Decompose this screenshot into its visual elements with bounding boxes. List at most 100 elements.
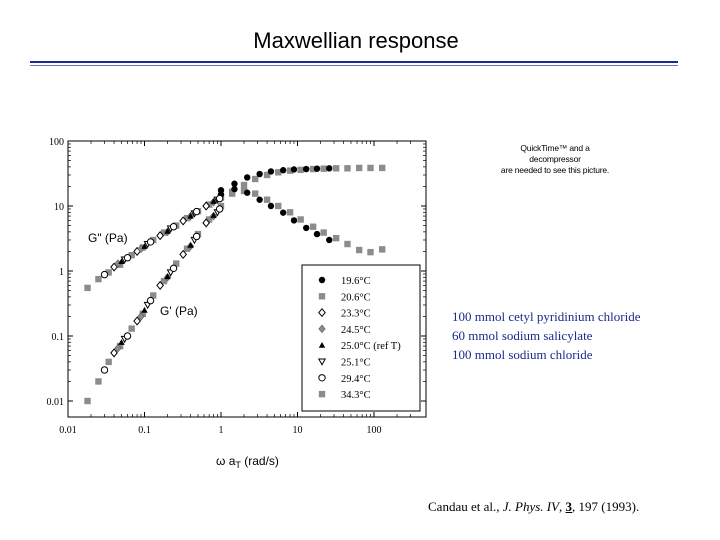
gp-data-point (215, 205, 224, 213)
axes: 0.01 0.1 1 10 100 100 10 1 0.1 0.01 (47, 137, 426, 436)
y-tick-label: 100 (49, 137, 64, 148)
x-tick-label: 0.01 (59, 425, 77, 436)
gp-data-point (84, 397, 91, 405)
quicktime-line-3: are needed to see this picture. (500, 165, 610, 175)
x-axis-label-text: ω aT (rad/s) (216, 454, 279, 470)
y-tick-label: 10 (54, 202, 64, 213)
gpp-data-point (205, 201, 213, 208)
gp-data-point (116, 342, 124, 350)
gp-data-point (210, 212, 217, 218)
gpp-data-point (202, 201, 211, 211)
x-tick-label: 100 (367, 425, 382, 436)
gpp-data-point (275, 202, 282, 210)
gpp-data-point (156, 231, 164, 241)
legend-label: 25.0°C (ref T) (341, 341, 401, 352)
legend-marker (318, 308, 326, 318)
gp-data-point (275, 169, 282, 176)
gpp-data-point (84, 284, 91, 292)
gp-data-point (303, 165, 310, 173)
composition-text: 100 mmol cetyl pyridinium chloride 60 mm… (452, 307, 640, 364)
gp-data-point (326, 165, 333, 172)
legend-label: 34.3°C (341, 390, 371, 401)
gpp-data-point (110, 262, 118, 272)
x-tick-label: 10 (293, 425, 303, 436)
gpp-data-point (252, 190, 259, 197)
legend-marker (318, 293, 326, 300)
gpp-data-point (290, 217, 298, 224)
gp-data-point (205, 216, 213, 223)
composition-line-3: 100 mmol sodium chloride (452, 347, 593, 362)
composition-line-2: 60 mmol sodium salicylate (452, 328, 593, 343)
gp-data-point (173, 260, 180, 267)
gpp-data-point (303, 224, 310, 232)
gpp-data-point (320, 229, 327, 236)
gp-data-point (202, 218, 211, 228)
slide-title: Maxwellian response (253, 28, 459, 53)
legend-label: 24.5°C (341, 325, 371, 336)
gpp-data-point (286, 209, 294, 216)
gpp-data-point (313, 230, 321, 238)
gpp-data-point (309, 223, 317, 230)
legend-marker (317, 358, 327, 366)
title-underline-thin (30, 65, 678, 66)
gp-data-point (332, 165, 340, 172)
y-tick-label: 1 (59, 267, 64, 278)
gp-data-point (123, 332, 132, 340)
gp-data-point (263, 171, 271, 179)
gp-data-point (118, 339, 125, 345)
gpp-data-point (326, 236, 333, 244)
gp-data-point (183, 245, 191, 252)
gp-data-point (252, 175, 259, 183)
quicktime-placeholder: QuickTime™ and a decompressor are needed… (500, 143, 610, 189)
gp-curve-label: G' (Pa) (160, 304, 198, 318)
gp-data-point (297, 166, 304, 174)
legend-marker (318, 324, 326, 334)
gp-data-point (169, 264, 178, 273)
gpp-data-point (141, 243, 148, 249)
legend: 19.6°C 20.6°C 23.3°C 24.5°C 25.0°C (ref T) 25… (301, 264, 421, 412)
gpp-data-point (332, 234, 340, 242)
citation-rest: , 197 (1993). (572, 499, 640, 514)
gp-data-point (267, 168, 275, 175)
legend-label: 23.3°C (341, 309, 371, 320)
gp-data-point (231, 180, 238, 187)
legend-marker (318, 390, 326, 398)
plot-frame (67, 140, 427, 418)
gpp-data-point (105, 269, 112, 276)
gp-data-point (344, 165, 351, 172)
gpp-data-point (263, 196, 271, 203)
gpp-data-point (297, 216, 304, 223)
gpp-data-point (367, 248, 374, 256)
gpp-data-point (146, 238, 155, 246)
gpp-data-point (256, 196, 263, 203)
x-tick-label: 1 (219, 425, 224, 436)
gpp-data-point (192, 207, 201, 216)
gpp-data-point (118, 258, 125, 265)
gp-data-point (110, 348, 118, 358)
legend-label: 20.6°C (341, 292, 371, 303)
gpp-data-point (215, 194, 224, 203)
gp-data-point (114, 343, 122, 353)
gp-data-point (367, 164, 374, 172)
gpp-data-point (243, 189, 251, 196)
gpp-data-point (279, 209, 287, 216)
gp-data-point (95, 378, 102, 385)
gp-data-point (228, 190, 236, 197)
gp-data-point (139, 310, 146, 317)
gp-data-point (240, 181, 248, 189)
citation-comma: , (559, 499, 566, 514)
title-underline (30, 61, 678, 63)
gpp-data-point (95, 275, 102, 283)
gp-data-point (160, 277, 168, 285)
gp-data-point (137, 312, 145, 321)
gp-data-point (192, 232, 201, 241)
gp-data-point (309, 165, 317, 173)
gpp-data-point (123, 254, 132, 262)
gp-data-point (179, 249, 187, 259)
legend-marker (318, 374, 326, 382)
gpp-data-point (210, 198, 217, 204)
gp-data-point (105, 358, 112, 366)
gp-data-point (187, 241, 194, 248)
quicktime-line-1: QuickTime™ and a (520, 143, 590, 153)
gpp-data-point (183, 214, 191, 222)
